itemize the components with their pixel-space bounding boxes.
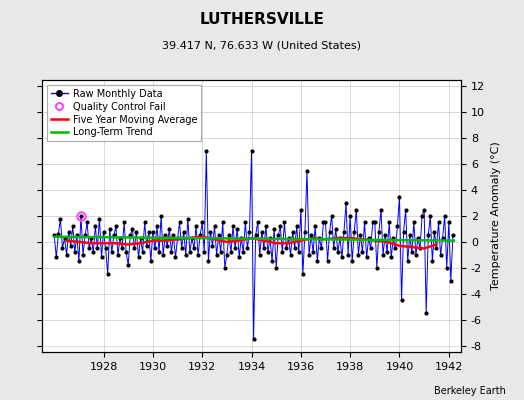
Text: 39.417 N, 76.633 W (United States): 39.417 N, 76.633 W (United States) xyxy=(162,40,362,50)
Text: LUTHERSVILLE: LUTHERSVILLE xyxy=(200,12,324,27)
Text: Berkeley Earth: Berkeley Earth xyxy=(434,386,506,396)
Y-axis label: Temperature Anomaly (°C): Temperature Anomaly (°C) xyxy=(490,142,500,290)
Legend: Raw Monthly Data, Quality Control Fail, Five Year Moving Average, Long-Term Tren: Raw Monthly Data, Quality Control Fail, … xyxy=(47,85,201,141)
